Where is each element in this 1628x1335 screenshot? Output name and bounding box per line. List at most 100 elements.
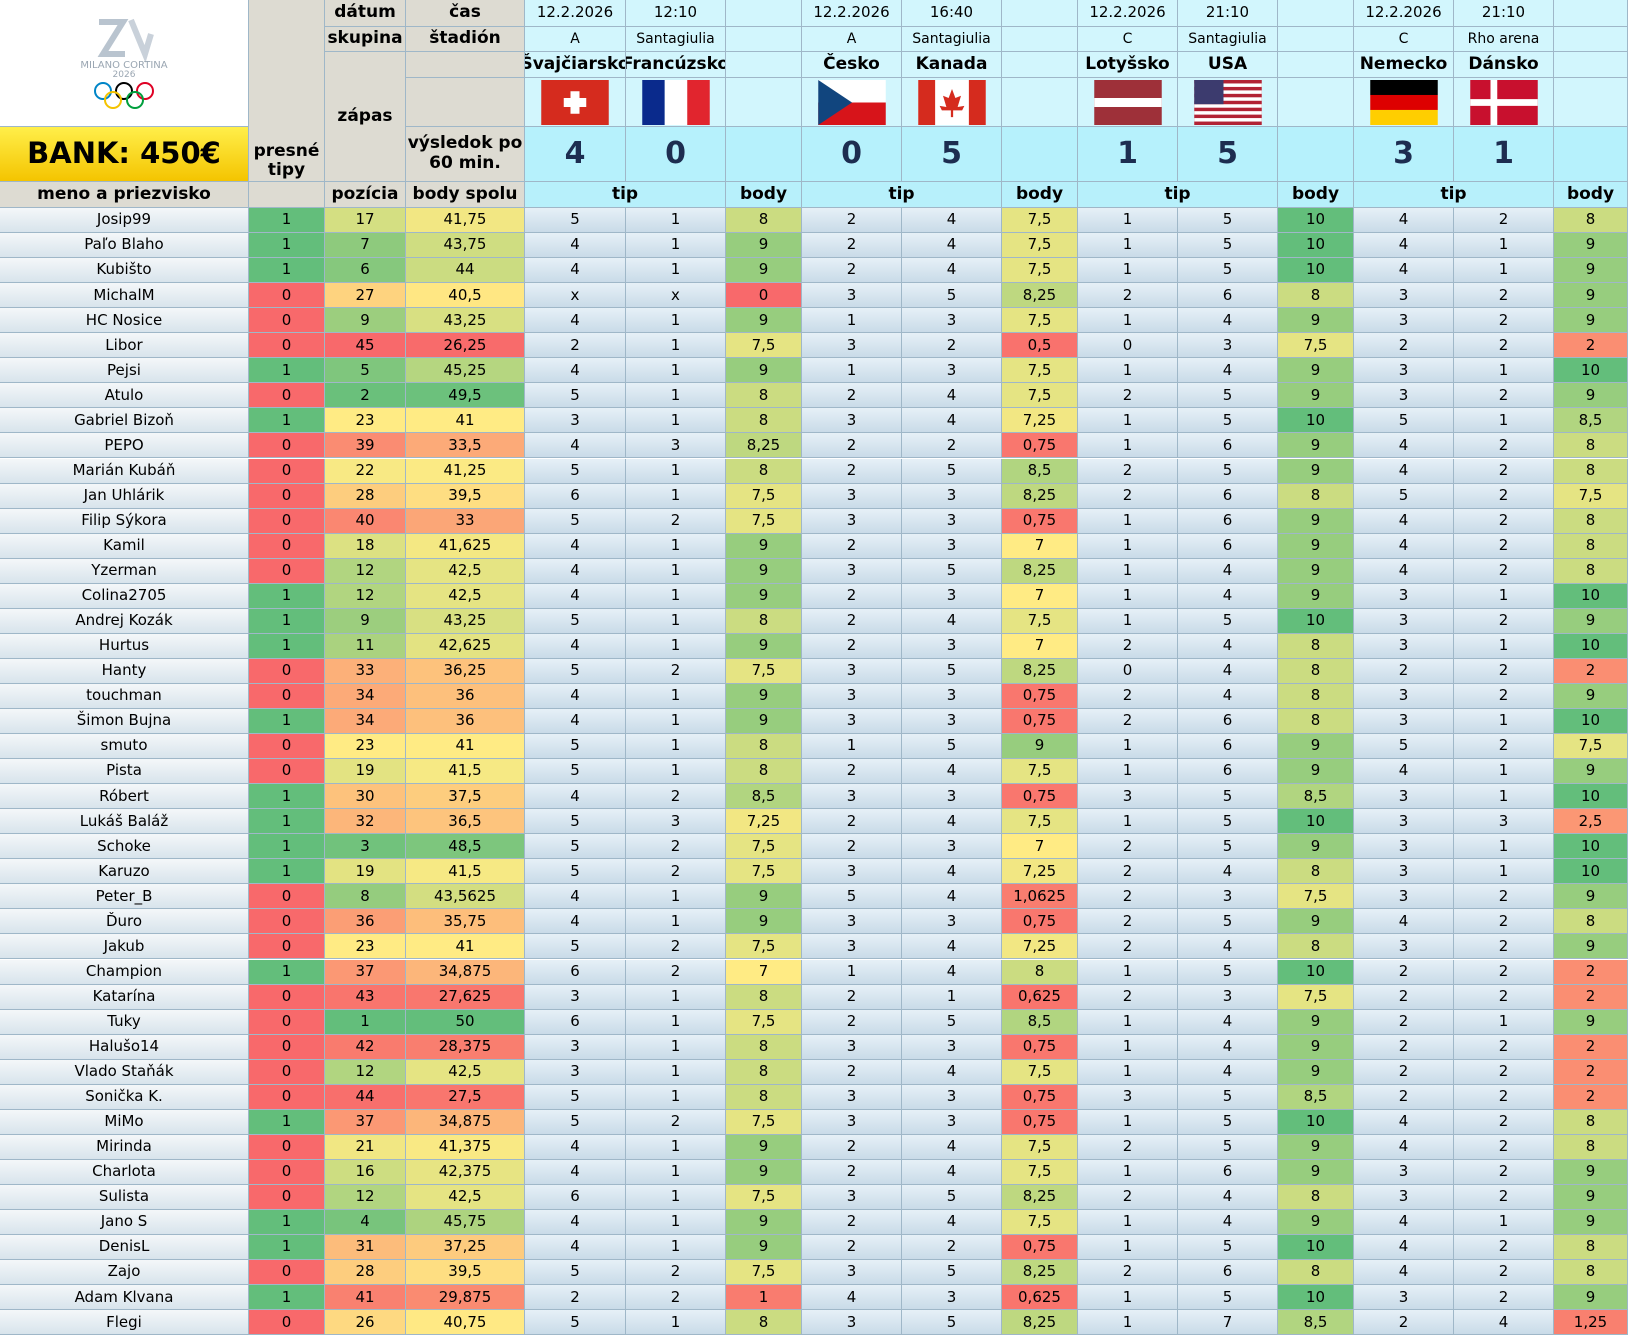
- tip-away-value: 7: [1178, 1310, 1278, 1335]
- body-spolu-value: 48,5: [406, 834, 525, 860]
- tip-away-value: 3: [1178, 884, 1278, 910]
- body-value: 2: [1554, 333, 1628, 359]
- tip-away-value: 2: [1454, 308, 1554, 334]
- presne-tipy-value: 0: [249, 508, 325, 534]
- tip-home-value: 4: [1354, 1210, 1454, 1236]
- tip-away-value: 6: [1178, 283, 1278, 309]
- tip-home-value: 2: [802, 1059, 902, 1085]
- usa-flag-cell: [1178, 78, 1278, 127]
- pozicia-value: 3: [325, 834, 406, 860]
- presne-tipy-value: 0: [249, 533, 325, 559]
- tip-home-value: 1: [1078, 734, 1178, 760]
- body-value: 7,5: [726, 1009, 802, 1035]
- body-value: 8: [1554, 458, 1628, 484]
- pozicia-value: 19: [325, 759, 406, 785]
- body-value: 8: [726, 383, 802, 409]
- tip-away-value: 1: [1454, 709, 1554, 735]
- match-blank: [1002, 52, 1078, 78]
- tip-away-value: 1: [626, 233, 726, 259]
- tip-home-value: 2: [1354, 984, 1454, 1010]
- tip-home-value: 4: [525, 308, 626, 334]
- tip-away-value: 1: [626, 1059, 726, 1085]
- pozicia-value: 16: [325, 1159, 406, 1185]
- pozicia-value: 26: [325, 1310, 406, 1335]
- body-value: 9: [1278, 1059, 1354, 1085]
- tip-home-value: 2: [1078, 909, 1178, 935]
- tip-home-value: 3: [802, 1109, 902, 1135]
- tip-away-value: 1: [626, 583, 726, 609]
- player-name: Gabriel Bizoň: [0, 408, 249, 434]
- tip-home-value: 5: [525, 658, 626, 684]
- tip-away-value: 5: [1178, 784, 1278, 810]
- body-value: 7,5: [1002, 233, 1078, 259]
- body-value: 9: [726, 583, 802, 609]
- tip-away-value: 4: [902, 233, 1002, 259]
- tip-away-value: 1: [626, 1009, 726, 1035]
- body-value: 9: [1554, 1159, 1628, 1185]
- tip-away-value: 5: [1178, 1109, 1278, 1135]
- home-team-name: Česko: [802, 52, 902, 78]
- tip-away-value: 4: [902, 408, 1002, 434]
- tip-home-value: 3: [1078, 1084, 1178, 1110]
- tip-home-value: 3: [1354, 934, 1454, 960]
- tip-away-value: 1: [626, 1184, 726, 1210]
- tip-home-value: 5: [525, 934, 626, 960]
- tip-away-value: 5: [1178, 258, 1278, 284]
- tip-home-value: 2: [525, 333, 626, 359]
- denmark-flag-icon: [1469, 79, 1538, 125]
- body-value: 2: [1554, 984, 1628, 1010]
- header-zapas: zápas: [325, 52, 406, 182]
- tip-away-value: 1: [626, 333, 726, 359]
- tip-away-value: 2: [1454, 734, 1554, 760]
- tip-away-value: 4: [902, 1134, 1002, 1160]
- tip-home-value: 3: [802, 1184, 902, 1210]
- tip-home-value: 3: [1354, 308, 1454, 334]
- presne-tipy-value: 0: [249, 658, 325, 684]
- presne-tipy-value: 0: [249, 909, 325, 935]
- pozicia-value: 8: [325, 884, 406, 910]
- header-stadion: štadión: [406, 27, 525, 52]
- tip-home-value: 5: [525, 759, 626, 785]
- switzerland-flag-cell: [525, 78, 626, 127]
- presne-tipy-value: 0: [249, 283, 325, 309]
- tip-home-value: 3: [1354, 884, 1454, 910]
- body-spolu-value: 41: [406, 934, 525, 960]
- tip-home-value: 3: [802, 909, 902, 935]
- tip-home-value: 2: [1354, 959, 1454, 985]
- presne-tipy-value: 0: [249, 558, 325, 584]
- player-name: Adam Klvana: [0, 1285, 249, 1311]
- tip-away-value: 5: [1178, 1084, 1278, 1110]
- player-name: Sulista: [0, 1184, 249, 1210]
- tip-home-value: 5: [525, 1260, 626, 1286]
- tip-home-value: 1: [802, 308, 902, 334]
- tip-home-value: 6: [525, 1184, 626, 1210]
- tip-home-value: 6: [525, 959, 626, 985]
- tip-home-value: 1: [1078, 583, 1178, 609]
- tip-away-value: 3: [902, 784, 1002, 810]
- body-value: 7,25: [1002, 934, 1078, 960]
- pozicia-value: 36: [325, 909, 406, 935]
- tip-away-value: 1: [626, 1034, 726, 1060]
- body-value: 9: [1554, 1210, 1628, 1236]
- body-value: 8: [1278, 1184, 1354, 1210]
- tip-away-value: 5: [902, 283, 1002, 309]
- player-name: Jan Uhlárik: [0, 483, 249, 509]
- tip-home-value: 2: [802, 834, 902, 860]
- header-cas: čas: [406, 0, 525, 27]
- tip-away-value: 5: [1178, 909, 1278, 935]
- body-spolu-value: 41,75: [406, 208, 525, 234]
- tip-home-value: 4: [525, 633, 626, 659]
- body-value: 9: [1554, 683, 1628, 709]
- tip-away-value: 2: [1454, 208, 1554, 234]
- match-group: C: [1354, 27, 1454, 52]
- body-value: 7,5: [1278, 333, 1354, 359]
- tip-away-value: 4: [902, 258, 1002, 284]
- body-value: 9: [1554, 608, 1628, 634]
- home-team-name: Lotyšsko: [1078, 52, 1178, 78]
- tip-away-value: 1: [902, 984, 1002, 1010]
- body-value: 9: [726, 1235, 802, 1261]
- body-value: 9: [1002, 734, 1078, 760]
- tip-away-value: 3: [902, 533, 1002, 559]
- tip-away-value: 5: [1178, 1235, 1278, 1261]
- player-name: Vlado Staňák: [0, 1059, 249, 1085]
